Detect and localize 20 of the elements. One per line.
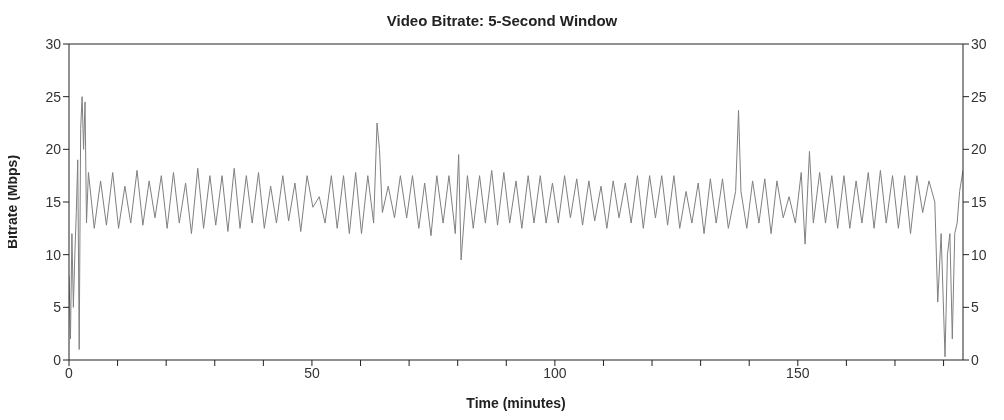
y2-tick-label: 5 <box>971 299 979 316</box>
chart-title: Video Bitrate: 5-Second Window <box>386 12 618 29</box>
y-tick-label: 30 <box>45 35 62 52</box>
y2-tick-label: 10 <box>971 246 987 263</box>
y2-tick-label: 15 <box>971 193 987 210</box>
x-tick-label: 150 <box>786 364 810 381</box>
y-tick-label: 10 <box>45 246 62 263</box>
x-tick-label: 0 <box>65 364 74 381</box>
y-tick-label: 0 <box>53 351 62 368</box>
y-tick-label: 5 <box>53 299 62 316</box>
y-tick-label: 25 <box>45 88 62 105</box>
y2-tick-label: 25 <box>971 88 987 105</box>
y2-tick-label: 20 <box>971 141 987 158</box>
y2-tick-label: 0 <box>971 351 979 368</box>
y2-tick-label: 30 <box>971 35 987 52</box>
x-tick-label: 50 <box>304 364 320 381</box>
x-axis-title: Time (minutes) <box>466 395 566 411</box>
x-tick-label: 100 <box>543 364 567 381</box>
y-tick-label: 15 <box>45 193 62 210</box>
y-tick-label: 20 <box>45 141 62 158</box>
